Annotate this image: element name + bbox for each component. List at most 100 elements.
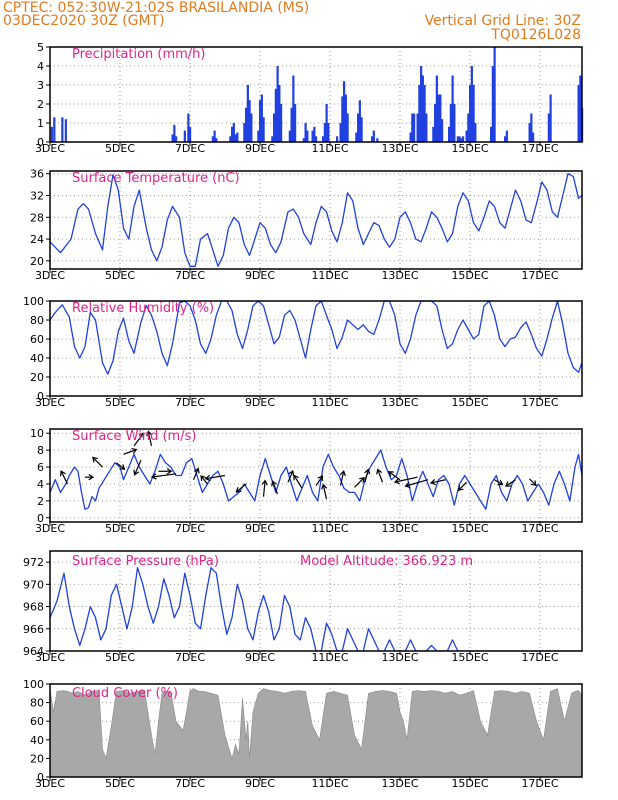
precip-bar bbox=[505, 130, 508, 142]
pressure-clip bbox=[50, 567, 582, 651]
precip-bar bbox=[434, 104, 437, 142]
precip-bar bbox=[467, 113, 470, 142]
panel-title: Cloud Cover (%) bbox=[72, 686, 178, 701]
y-tick-label: 4 bbox=[37, 60, 44, 73]
wind-arrow bbox=[529, 478, 537, 487]
precip-bar bbox=[435, 75, 438, 142]
precip-bar bbox=[327, 123, 330, 142]
panel-border bbox=[49, 46, 583, 143]
x-tick-label: 15DEC bbox=[451, 777, 488, 790]
x-tick-label: 7DEC bbox=[175, 396, 205, 409]
x-tick-label: 15DEC bbox=[451, 142, 488, 155]
wind-arrow bbox=[116, 462, 126, 470]
panel-border bbox=[49, 550, 583, 652]
x-tick-label: 3DEC bbox=[35, 777, 65, 790]
precip-bar bbox=[302, 138, 305, 142]
header-grid-note: Vertical Grid Line: 30Z bbox=[424, 13, 581, 29]
precip-bar bbox=[432, 126, 435, 142]
precip-bar bbox=[376, 138, 379, 142]
precip-bar bbox=[271, 136, 274, 142]
precip-bar bbox=[215, 138, 218, 142]
precip-bar bbox=[187, 113, 190, 142]
y-tick-label: 60 bbox=[30, 715, 44, 728]
y-tick-label: 40 bbox=[30, 352, 44, 365]
wind-arrow bbox=[457, 481, 467, 492]
precip-bar bbox=[437, 94, 440, 142]
x-tick-label: 7DEC bbox=[175, 142, 205, 155]
precip-bar bbox=[211, 136, 214, 142]
y-tick-label: 36 bbox=[30, 168, 44, 181]
wind-arrow bbox=[504, 479, 516, 487]
humidity-panel: 0 20 40 60 80 100 Relative Humidity (%) 3DEC 5DE… bbox=[23, 295, 583, 409]
precip-bar bbox=[451, 75, 454, 142]
precip-bar bbox=[460, 138, 463, 142]
x-tick-label: 11DEC bbox=[311, 651, 348, 664]
precip-bar bbox=[504, 136, 507, 142]
precip-bar bbox=[425, 113, 428, 142]
wind-arrow bbox=[261, 479, 268, 497]
header-date: 03DEC2020 30Z (GMT) bbox=[3, 13, 165, 29]
panel-title: Surface Wind (m/s) bbox=[72, 429, 196, 444]
wind-arrow bbox=[123, 447, 138, 455]
precip-bar bbox=[528, 123, 531, 142]
wind-arrow bbox=[204, 474, 226, 482]
precipitation-panel: 0 1 2 3 4 5 Precipitation (mm/h) 3DEC 5DEC 7DEC 9D… bbox=[35, 41, 584, 155]
y-tick-label: 100 bbox=[23, 678, 44, 691]
wind-arrow bbox=[146, 430, 153, 447]
precip-bar bbox=[322, 136, 325, 142]
x-tick-label: 11DEC bbox=[311, 396, 348, 409]
precip-bar bbox=[245, 107, 248, 142]
precip-bar bbox=[315, 136, 318, 142]
precip-bar bbox=[343, 81, 346, 142]
x-tick-label: 13DEC bbox=[381, 777, 418, 790]
panel-border bbox=[49, 300, 583, 397]
panel-border bbox=[49, 170, 583, 270]
precip-bar bbox=[421, 75, 424, 142]
precip-bar bbox=[357, 113, 360, 142]
y-tick-label: 5 bbox=[37, 41, 44, 54]
x-tick-label: 13DEC bbox=[381, 142, 418, 155]
precip-bar bbox=[470, 66, 473, 142]
x-tick-label: 15DEC bbox=[451, 522, 488, 535]
x-tick-label: 11DEC bbox=[311, 269, 348, 282]
x-tick-label: 15DEC bbox=[451, 396, 488, 409]
x-tick-label: 7DEC bbox=[175, 522, 205, 535]
x-tick-label: 5DEC bbox=[105, 396, 135, 409]
wind-arrow bbox=[494, 479, 504, 486]
pressure-line bbox=[50, 567, 582, 651]
precip-bar bbox=[248, 100, 251, 142]
precip-bar bbox=[448, 126, 451, 142]
precip-bar bbox=[472, 85, 475, 142]
precip-bar bbox=[474, 123, 477, 142]
x-tick-label: 5DEC bbox=[105, 651, 135, 664]
pressure-panel: 964 966 968 970 972 Surface Pressure (hPa) Mod… bbox=[23, 550, 583, 664]
precip-bar bbox=[262, 117, 265, 142]
y-tick-label: 20 bbox=[30, 752, 44, 765]
wind-arrow bbox=[133, 432, 145, 447]
wind-arrow bbox=[92, 456, 103, 468]
precip-bar bbox=[462, 136, 465, 142]
precip-bar bbox=[409, 132, 412, 142]
precip-bar bbox=[189, 126, 192, 142]
wind-arrow bbox=[394, 476, 418, 485]
wind-arrow bbox=[430, 478, 446, 486]
precip-bar bbox=[465, 130, 468, 142]
wind-arrow bbox=[364, 468, 371, 483]
panel-title: Surface Temperature (nC) bbox=[72, 171, 240, 186]
precip-bar bbox=[236, 132, 239, 142]
wind-panel: 0 2 4 6 8 10 Surface Wind (m/s) 3DEC 5DEC 7DEC 9DE… bbox=[30, 427, 583, 535]
precip-bar bbox=[341, 96, 344, 142]
x-tick-label: 9DEC bbox=[245, 142, 275, 155]
precip-bar bbox=[441, 119, 444, 142]
precip-bar bbox=[276, 66, 279, 142]
y-tick-label: 28 bbox=[30, 211, 44, 224]
x-tick-label: 17DEC bbox=[521, 777, 558, 790]
precip-bar bbox=[579, 75, 582, 142]
precip-bar bbox=[231, 126, 234, 142]
precip-bar bbox=[439, 94, 442, 142]
precip-bar bbox=[243, 123, 246, 142]
y-tick-label: 966 bbox=[23, 623, 44, 636]
wind-arrow bbox=[315, 475, 324, 486]
x-tick-label: 11DEC bbox=[311, 522, 348, 535]
precip-bar bbox=[53, 117, 56, 142]
